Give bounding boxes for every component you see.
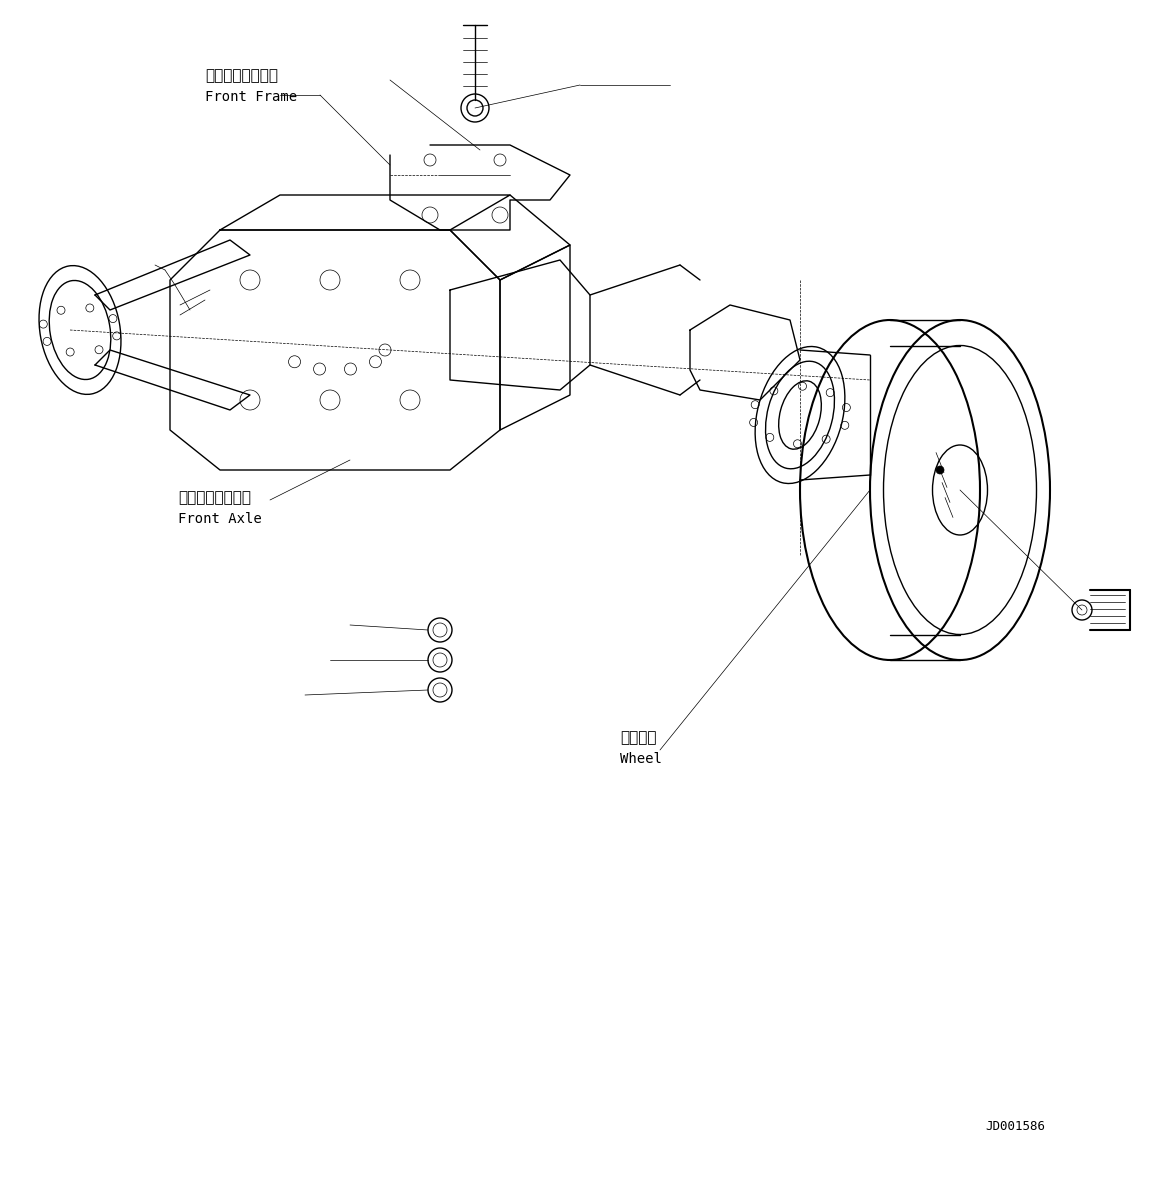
Text: フロントフレーム: フロントフレーム: [205, 68, 278, 83]
Circle shape: [1072, 600, 1092, 621]
Circle shape: [936, 466, 944, 474]
Text: JD001586: JD001586: [985, 1120, 1046, 1133]
Text: Wheel: Wheel: [620, 752, 662, 766]
Text: フロントアクスル: フロントアクスル: [178, 490, 251, 506]
Text: Front Axle: Front Axle: [178, 512, 262, 526]
Text: Front Frame: Front Frame: [205, 90, 297, 104]
Text: ホイール: ホイール: [620, 730, 656, 745]
